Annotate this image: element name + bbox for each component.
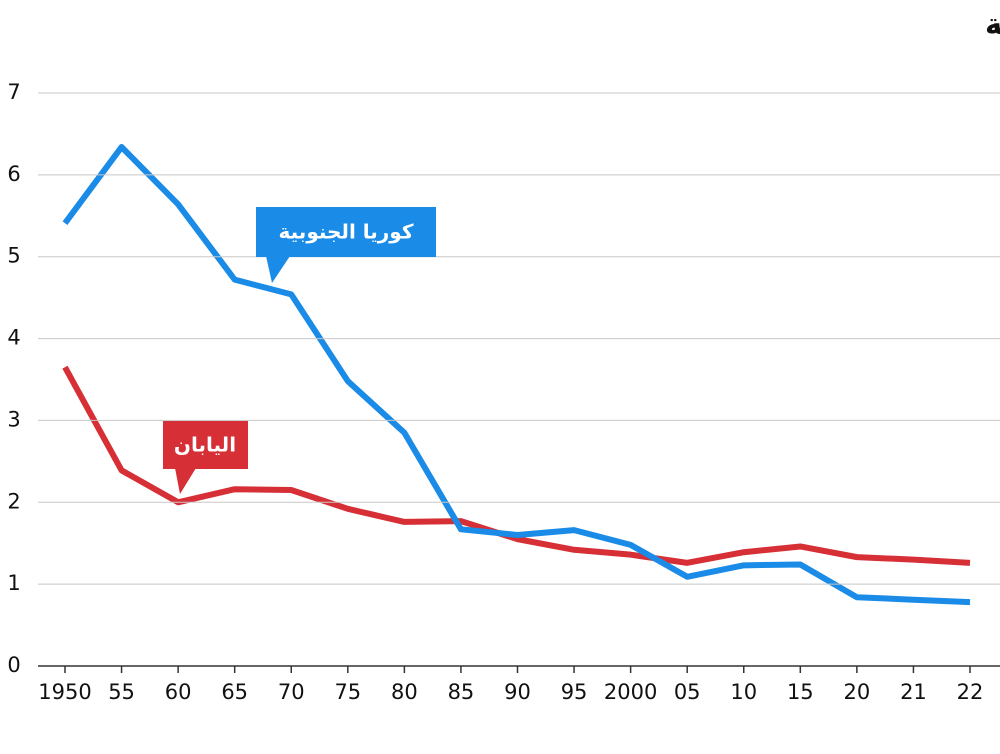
y-tick-label: 6: [7, 162, 20, 186]
legend-label: كوريا الجنوبية: [279, 220, 414, 244]
x-tick-label: 95: [561, 680, 588, 704]
x-tick-label: 22: [957, 680, 984, 704]
x-tick-label: 70: [278, 680, 305, 704]
korea-callout: كوريا الجنوبية: [256, 207, 436, 283]
x-tick-label: 2000: [604, 680, 657, 704]
y-tick-label: 3: [7, 407, 20, 431]
x-tick-label: 65: [221, 680, 248, 704]
x-tick-label: 60: [165, 680, 192, 704]
x-tick-label: 75: [334, 680, 361, 704]
x-tick-label: 05: [674, 680, 701, 704]
japan-callout: اليابان: [163, 421, 248, 494]
y-tick-label: 0: [7, 653, 20, 677]
chart-title: إجمالي معدل المواليد في اليابان وكوريا ا…: [985, 7, 1000, 42]
series-line: [62, 365, 971, 566]
y-tick-label: 1: [7, 571, 20, 595]
x-tick-label: 1950: [38, 680, 91, 704]
callout-box: [256, 207, 436, 257]
y-tick-label: 2: [7, 489, 20, 513]
series-line: [62, 144, 971, 606]
x-tick-label: 15: [787, 680, 814, 704]
y-tick-label: 4: [7, 326, 20, 350]
x-tick-label: 21: [900, 680, 927, 704]
y-tick-label: 5: [7, 244, 20, 268]
x-tick-label: 85: [448, 680, 475, 704]
callout-pointer: [266, 256, 290, 283]
x-tick-label: 55: [108, 680, 135, 704]
x-tick-label: 20: [844, 680, 871, 704]
x-tick-label: 80: [391, 680, 418, 704]
y-tick-label: 7: [7, 80, 20, 104]
x-tick-label: 90: [504, 680, 531, 704]
x-tick-label: 10: [730, 680, 757, 704]
callout-pointer: [175, 468, 196, 494]
legend-label: اليابان: [174, 433, 236, 457]
callout-box: [163, 421, 248, 469]
